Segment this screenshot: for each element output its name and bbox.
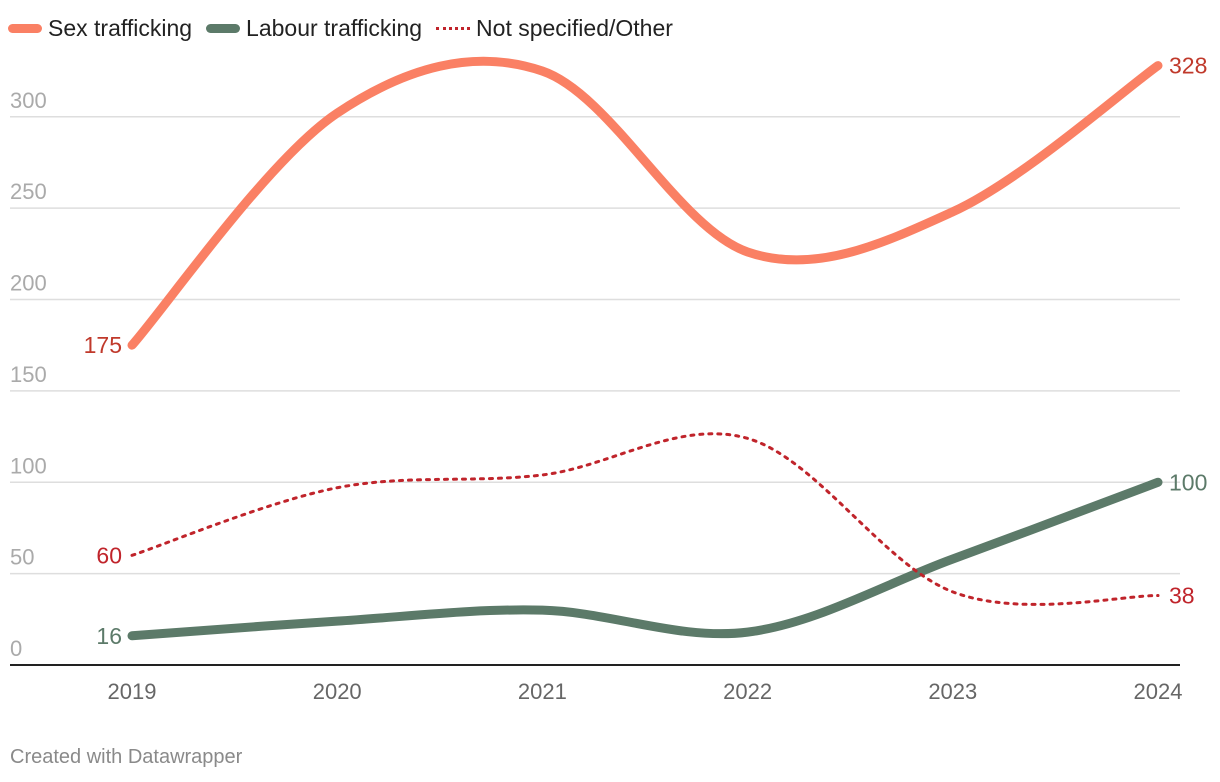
legend-swatch — [206, 23, 241, 33]
start-value-label: 60 — [96, 542, 122, 568]
end-value-label: 38 — [1169, 583, 1195, 609]
x-tick-label: 2020 — [313, 679, 362, 704]
legend-label: Sex trafficking — [48, 14, 193, 41]
chart-legend: Sex trafficking Labour trafficking Not spe… — [8, 12, 687, 44]
y-tick-label: 50 — [10, 545, 34, 570]
x-tick-label: 2021 — [518, 679, 567, 704]
end-value-label: 328 — [1169, 53, 1207, 79]
y-tick-label: 200 — [10, 271, 47, 296]
y-tick-label: 150 — [10, 362, 47, 387]
legend-item-1: Labour trafficking — [206, 15, 422, 42]
start-value-label: 16 — [96, 623, 122, 649]
x-tick-label: 2024 — [1134, 679, 1183, 704]
x-tick-label: 2022 — [723, 679, 772, 704]
legend-item-0: Sex trafficking — [8, 15, 192, 42]
start-value-label: 175 — [84, 332, 122, 358]
footer-credit: Created with Datawrapper — [10, 746, 243, 768]
y-axis-ticks: 0 50 100 150 200 250 300 — [10, 88, 47, 661]
x-axis-ticks: 2019 2020 2021 2022 2023 2024 — [108, 679, 1183, 704]
y-tick-label: 250 — [10, 179, 47, 204]
y-tick-label: 300 — [10, 88, 47, 113]
legend-swatch — [436, 26, 471, 30]
series-line-2 — [130, 432, 1160, 606]
legend-label: Not specified/Other — [476, 14, 673, 41]
y-tick-label: 100 — [10, 453, 47, 478]
legend-swatch — [8, 23, 42, 33]
grid-layer — [10, 116, 1180, 666]
x-tick-label: 2019 — [108, 679, 157, 704]
series-line-1 — [127, 477, 1163, 641]
x-tick-label: 2023 — [928, 679, 977, 704]
legend-item-2: Not specified/Other — [436, 15, 673, 42]
series-layer — [127, 56, 1163, 641]
y-tick-label: 0 — [10, 636, 22, 661]
legend-label: Labour trafficking — [246, 14, 423, 41]
series-line-0 — [127, 56, 1163, 350]
data-labels: 175 328 16 100 60 38 — [84, 53, 1208, 649]
end-value-label: 100 — [1169, 469, 1207, 495]
